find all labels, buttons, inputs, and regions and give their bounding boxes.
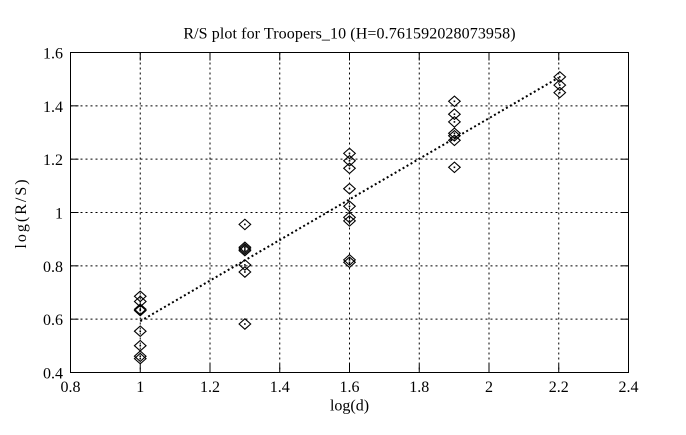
svg-text:1.2: 1.2 xyxy=(43,152,63,169)
svg-text:1.4: 1.4 xyxy=(43,99,63,116)
svg-text:log(d): log(d) xyxy=(330,398,369,415)
svg-text:1.6: 1.6 xyxy=(43,46,63,63)
svg-text:1.6: 1.6 xyxy=(340,379,360,396)
svg-text:R/S plot for Troopers_10 (H=0.: R/S plot for Troopers_10 (H=0.7615920280… xyxy=(183,26,515,43)
svg-text:0.8: 0.8 xyxy=(61,379,81,396)
svg-text:1: 1 xyxy=(136,379,144,396)
svg-text:log(R/S): log(R/S) xyxy=(13,177,30,248)
svg-text:0.6: 0.6 xyxy=(43,312,63,329)
svg-text:1.8: 1.8 xyxy=(409,379,429,396)
svg-text:1.4: 1.4 xyxy=(270,379,290,396)
svg-text:2.2: 2.2 xyxy=(549,379,569,396)
svg-text:0.8: 0.8 xyxy=(43,259,63,276)
svg-text:0.4: 0.4 xyxy=(43,366,63,383)
svg-text:2: 2 xyxy=(485,379,493,396)
svg-text:1.2: 1.2 xyxy=(200,379,220,396)
svg-text:2.4: 2.4 xyxy=(619,379,639,396)
svg-text:1: 1 xyxy=(55,206,63,223)
